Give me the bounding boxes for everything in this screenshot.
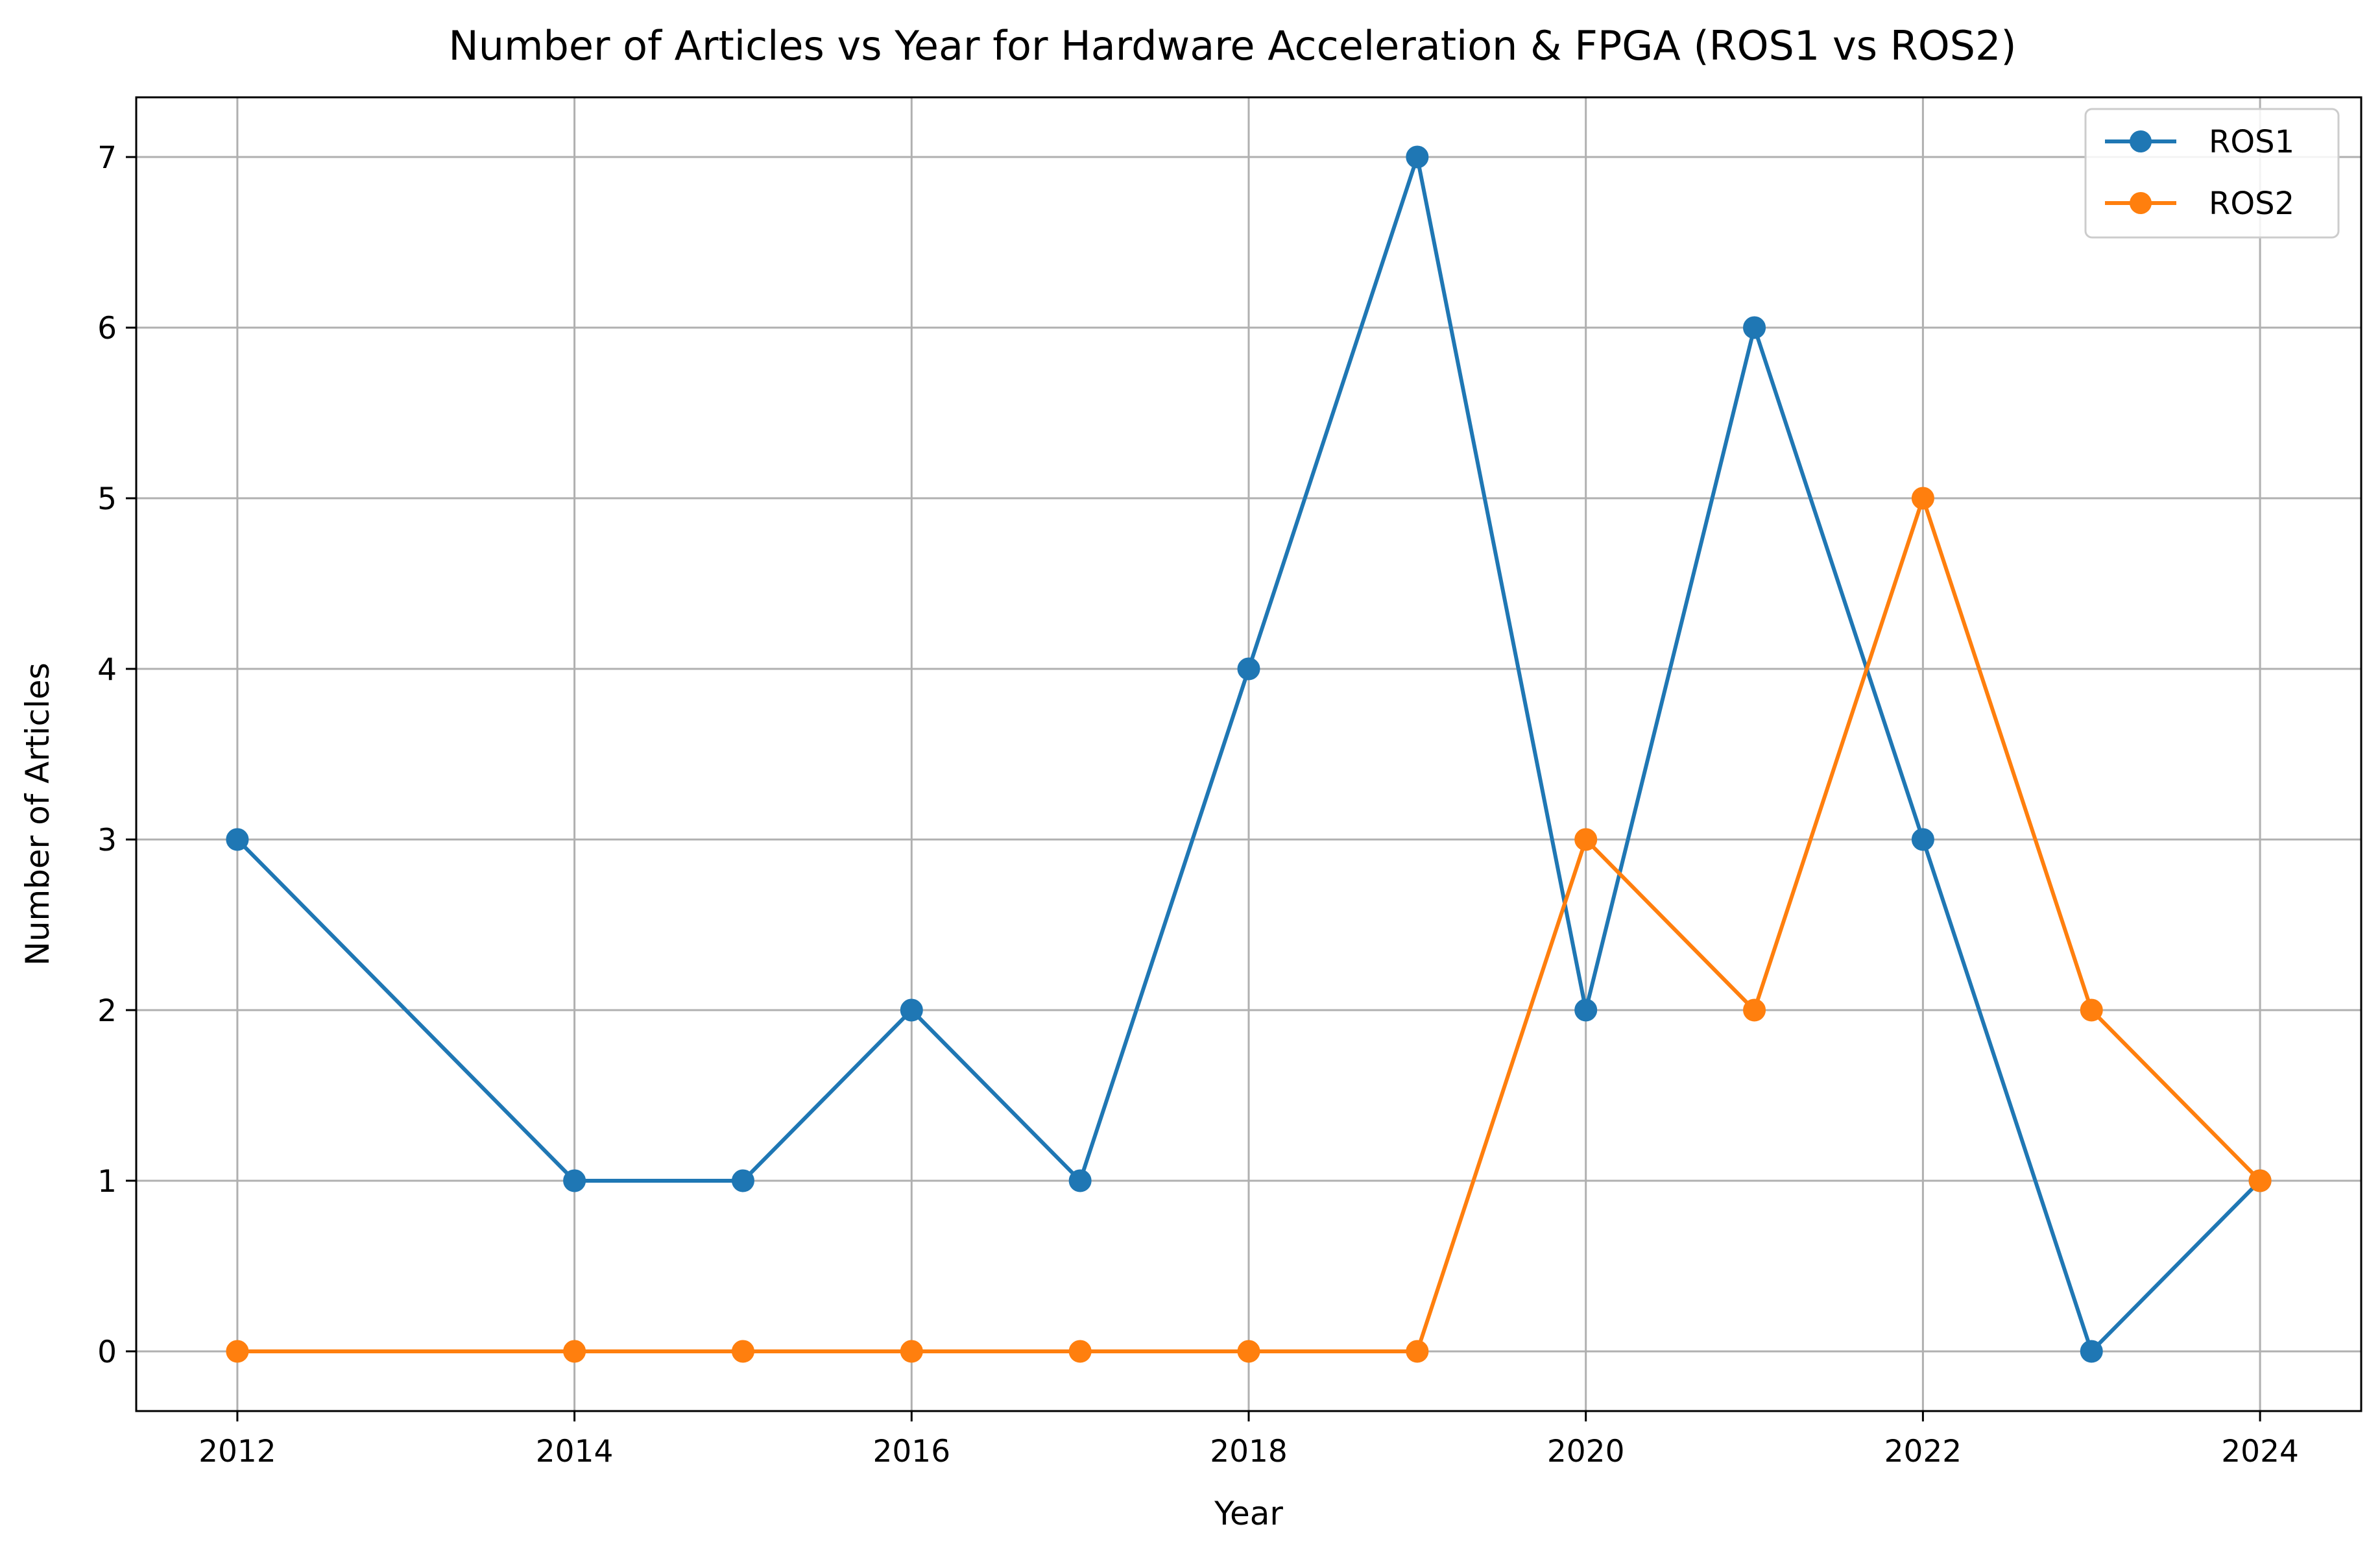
x-tick-label: 2020 <box>1547 1434 1625 1469</box>
ros1-point <box>1743 316 1766 339</box>
grid-layer <box>136 97 2361 1411</box>
ros1-point <box>900 998 923 1022</box>
y-tick-label: 4 <box>97 652 117 688</box>
x-tick-label: 2022 <box>1884 1434 1962 1469</box>
x-axis-label: Year <box>1214 1495 1283 1532</box>
ros1-point <box>1406 145 1429 169</box>
ros2-point <box>563 1340 586 1363</box>
ros2-point <box>2248 1169 2272 1192</box>
ros1-point <box>1068 1169 1092 1192</box>
x-tick-label: 2014 <box>536 1434 614 1469</box>
ros2-point <box>226 1340 249 1363</box>
ros1-point <box>1911 828 1934 851</box>
y-tick-label: 1 <box>97 1164 117 1200</box>
ros2-point <box>1743 998 1766 1022</box>
ros2-point <box>731 1340 754 1363</box>
ros1-line <box>235 155 2262 1353</box>
x-tick-label: 2012 <box>198 1434 276 1469</box>
y-tick-label: 3 <box>97 823 117 858</box>
ros2-point <box>2080 998 2103 1022</box>
ros1-point <box>563 1169 586 1192</box>
ros1-point <box>226 828 249 851</box>
ros1-point <box>1574 998 1598 1022</box>
ros2-point <box>1911 487 1934 510</box>
y-tick-label: 5 <box>97 481 117 517</box>
ros2-legend-label: ROS2 <box>2209 186 2294 222</box>
ros1-point <box>2080 1340 2103 1363</box>
ros2-point <box>1068 1340 1092 1363</box>
ros2-series <box>226 487 2272 1363</box>
y-tick-label: 6 <box>97 311 117 346</box>
chart-title: Number of Articles vs Year for Hardware … <box>448 22 2016 69</box>
y-tick-label: 2 <box>97 993 117 1029</box>
x-tick-label: 2016 <box>872 1434 950 1469</box>
x-tick-label: 2024 <box>2221 1434 2299 1469</box>
ros2-line <box>237 496 2262 1353</box>
x-tick-label: 2018 <box>1210 1434 1288 1469</box>
y-tick-label: 7 <box>97 140 117 176</box>
ros1-legend-label: ROS1 <box>2209 124 2294 160</box>
ros1-point <box>731 1169 754 1192</box>
ros1-legend-marker <box>2130 130 2152 152</box>
ros2-point <box>900 1340 923 1363</box>
y-tick-label: 0 <box>97 1335 117 1370</box>
series-layer <box>226 145 2272 1363</box>
ros2-point <box>1574 828 1598 851</box>
ros2-point <box>1237 1340 1260 1363</box>
legend: ROS1 ROS2 <box>2084 108 2340 239</box>
ros2-point <box>1406 1340 1429 1363</box>
ros2-legend-marker <box>2130 192 2152 214</box>
axes-layer: 2012 2014 2016 2018 2020 2022 2024 0 1 2 3 4 5 6 7 <box>97 96 2362 1469</box>
y-axis-label: Number of Articles <box>19 662 56 965</box>
ros1-point <box>1237 657 1260 681</box>
